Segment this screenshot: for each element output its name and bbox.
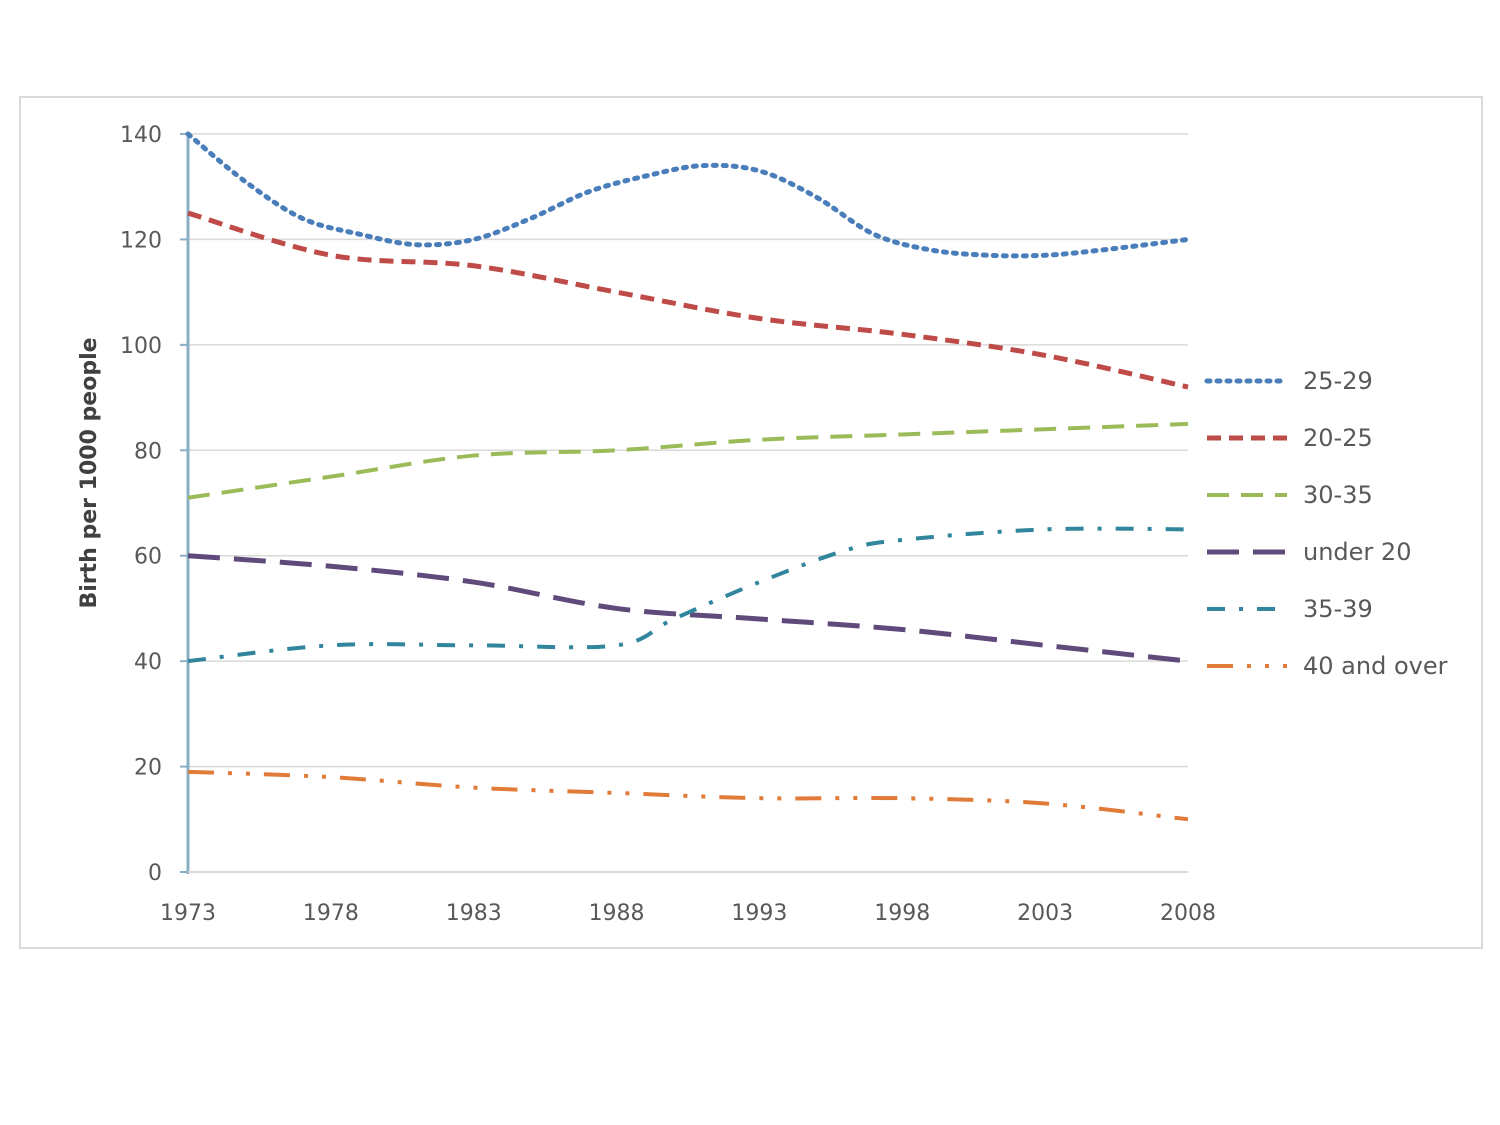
series-line-under-20 (187, 553, 1189, 664)
legend-label: 35-39 (1303, 595, 1373, 623)
y-tick-label: 20 (134, 756, 162, 781)
y-tick-label: 60 (134, 545, 162, 570)
legend-label: 30-35 (1303, 481, 1373, 509)
x-tick-label: 2008 (1160, 901, 1216, 926)
series-line-30-35 (187, 421, 1189, 500)
y-tick-label: 140 (120, 123, 162, 148)
legend-label: 25-29 (1303, 367, 1373, 395)
x-tick-label: 1973 (160, 901, 216, 926)
x-tick-label: 1993 (731, 901, 787, 926)
series-line-35-39 (187, 526, 1189, 664)
axes (186, 132, 1188, 874)
y-tick-labels: 0 20 40 60 80 100 120 140 (120, 123, 162, 886)
series-line-20-25 (187, 210, 1189, 390)
y-tick-label: 40 (134, 650, 162, 675)
x-tick-label: 1983 (446, 901, 502, 926)
series-lines (185, 131, 1191, 822)
series-line-25-29 (185, 131, 1191, 259)
y-tick-label: 100 (120, 334, 162, 359)
x-tick-label: 1988 (589, 901, 645, 926)
series-line-40-and-over (187, 769, 1189, 822)
legend-label: 20-25 (1303, 424, 1373, 452)
y-tick-label: 80 (134, 439, 162, 464)
legend: 25-29 20-25 30-35 under 20 35-39 40 and over (1204, 367, 1448, 680)
y-tick-label: 0 (148, 861, 162, 886)
x-tick-labels: 1973 1978 1983 1988 1993 1998 2003 2008 (160, 901, 1216, 926)
x-tick-label: 1978 (303, 901, 359, 926)
y-tick-label: 120 (120, 228, 162, 253)
y-axis-label: Birth per 1000 people (77, 337, 102, 608)
legend-label: under 20 (1303, 538, 1411, 566)
gridlines (180, 133, 1188, 873)
chart-frame: 0 20 40 60 80 100 120 140 1973 1978 1983 1988 1993 1… (19, 96, 1483, 949)
legend-label: 40 and over (1303, 652, 1448, 680)
x-tick-label: 1998 (874, 901, 930, 926)
x-tick-label: 2003 (1017, 901, 1073, 926)
